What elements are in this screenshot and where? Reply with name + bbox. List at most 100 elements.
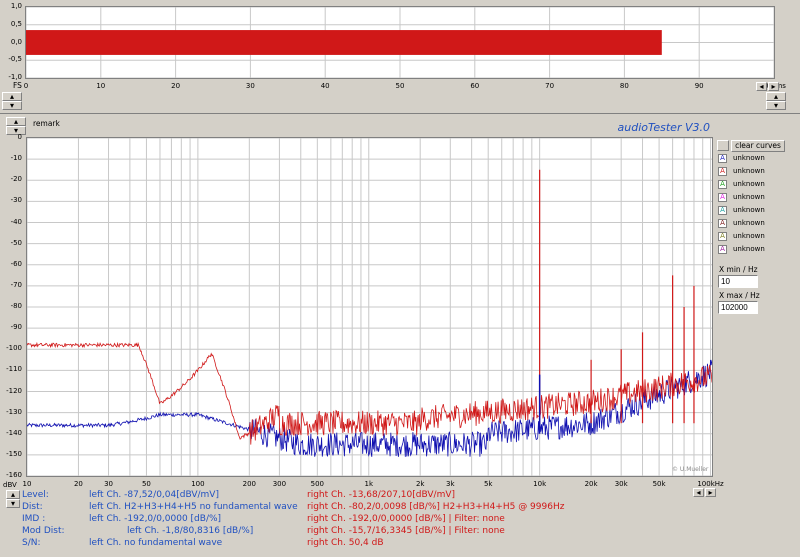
scope-panel: 1,0 0,5 0,0 -0,5 -1,0 FS 0 10 20 30 40 50 60 70 80 90… — [0, 0, 800, 118]
legend-item-label: unknown — [733, 245, 765, 253]
spectrum-y-tick: -30 — [10, 196, 22, 205]
spectrum-y-tick: -90 — [10, 323, 22, 332]
stat-name: S/N: — [22, 538, 41, 548]
right-channel-stat: right Ch. -192,0/0,0000 [dB/%] | Filter:… — [307, 514, 505, 524]
right-channel-stat: right Ch. -80,2/0,0098 [dB/%] H2+H3+H4+H… — [307, 502, 565, 512]
left-channel-stat: left Ch. no fundamental wave — [89, 538, 223, 548]
scope-x-tick: 0 — [23, 82, 29, 90]
spectrum-x-tick: 300 — [272, 480, 287, 488]
scope-x-tick: 10 — [96, 82, 106, 90]
xmax-label: X max / Hz — [719, 291, 760, 300]
legend-swatch-icon[interactable]: A — [718, 193, 727, 202]
spectrum-plot — [27, 138, 712, 476]
spectrum-x-tick: 100 — [191, 480, 205, 488]
spectrum-x-tick: 30k — [614, 480, 628, 488]
spectrum-left-arrow-button[interactable]: ◂ — [693, 488, 704, 497]
remark-down-button[interactable]: ▾ — [6, 126, 26, 135]
clear-curves-button[interactable]: clear curves — [731, 140, 785, 152]
xmax-input[interactable] — [718, 301, 758, 314]
scope-scroll-up-button[interactable]: ▴ — [2, 92, 22, 101]
left-channel-stat: left Ch. -192,0/0,0000 [dB/%] — [89, 514, 222, 524]
spectrum-x-tick: 5k — [483, 480, 493, 488]
legend-item-label: unknown — [733, 193, 765, 201]
right-channel-stat: right Ch. -15,7/16,3345 [dB/%] | Filter:… — [307, 526, 505, 536]
scope-x-tick: 20 — [171, 82, 181, 90]
legend-item-label: unknown — [733, 232, 765, 240]
scope-scroll-down-button[interactable]: ▾ — [2, 101, 22, 110]
spectrum-scroll-up-button[interactable]: ▴ — [6, 490, 20, 499]
spectrum-x-tick: 50 — [141, 480, 151, 488]
spectrum-x-tick: 200 — [242, 480, 256, 488]
legend-swatch-icon[interactable]: A — [718, 206, 727, 215]
stat-name: Mod Dist: — [22, 526, 65, 536]
spectrum-x-tick: 500 — [310, 480, 324, 488]
scope-signal — [26, 30, 662, 55]
spectrum-x-tick: 20k — [584, 480, 598, 488]
spectrum-y-tick: -140 — [6, 428, 22, 437]
spectrum-right-arrow-button[interactable]: ▸ — [705, 488, 716, 497]
spectrum-y-tick: -120 — [6, 386, 22, 395]
scope-y-tick: -1,0 — [8, 73, 22, 81]
scope-x-tick: 50 — [395, 82, 405, 90]
legend-swatch-icon[interactable]: A — [718, 154, 727, 163]
spectrum-y-tick: -60 — [10, 259, 22, 268]
scope-x-tick: 70 — [545, 82, 555, 90]
scope-x-tick: 80 — [619, 82, 629, 90]
legend-item-label: unknown — [733, 154, 765, 162]
spectrum-x-tick: 2k — [415, 480, 425, 488]
spectrum-x-tick: 50k — [652, 480, 666, 488]
left-channel-stat: left Ch. H2+H3+H4+H5 no fundamental wave — [89, 502, 298, 512]
spectrum-scroll-down-button[interactable]: ▾ — [6, 499, 20, 508]
spectrum-y-tick: -20 — [10, 175, 22, 184]
panel-divider — [0, 113, 800, 114]
spectrum-y-tick: -40 — [10, 217, 22, 226]
app-title: audioTester V3.0 — [617, 121, 710, 134]
legend-item-label: unknown — [733, 206, 765, 214]
scope-left-arrow-button[interactable]: ◂ — [756, 82, 767, 91]
right-channel-trace — [27, 341, 712, 445]
legend-color-button[interactable] — [717, 140, 729, 151]
spectrum-x-tick: 3k — [446, 480, 455, 488]
scope-y-tick: 1,0 — [10, 2, 22, 10]
scope-fs-label: FS — [13, 81, 22, 90]
scope-x-tick: 40 — [320, 82, 330, 90]
spectrum-y-tick: -80 — [10, 302, 22, 310]
legend-item-label: unknown — [733, 219, 765, 227]
watermark: © U.Mueller — [672, 466, 709, 473]
scope-x-tick: 60 — [470, 82, 480, 90]
spectrum-y-tick: -70 — [10, 280, 22, 289]
remark-label: remark — [33, 119, 60, 128]
legend-swatch-icon[interactable]: A — [718, 219, 727, 228]
legend-item-label: unknown — [733, 167, 765, 175]
scope-right-arrow-button[interactable]: ▸ — [768, 82, 779, 91]
spectrum-y-tick: -10 — [10, 154, 22, 163]
scope-y-tick: -0,5 — [8, 55, 22, 64]
remark-up-button[interactable]: ▴ — [6, 117, 26, 126]
legend-swatch-icon[interactable]: A — [718, 180, 727, 189]
left-channel-stat: left Ch. -1,8/80,8316 [dB/%] — [127, 526, 254, 536]
spectrum-y-tick: -160 — [6, 471, 22, 479]
legend-swatch-icon[interactable]: A — [718, 167, 727, 176]
left-channel-trace — [27, 359, 712, 458]
scope-plot — [26, 7, 774, 78]
legend-swatch-icon[interactable]: A — [718, 245, 727, 254]
right-channel-stat: right Ch. 50,4 dB — [307, 538, 384, 548]
stat-name: Dist: — [22, 502, 43, 512]
scope-zoom-up-button[interactable]: ▴ — [766, 92, 786, 101]
stat-name: IMD : — [22, 514, 46, 524]
right-channel-stat: right Ch. -13,68/207,10[dBV/mV] — [307, 490, 455, 500]
spectrum-y-unit: dBV — [3, 481, 17, 489]
xmin-input[interactable] — [718, 275, 758, 288]
legend-swatch-icon[interactable]: A — [718, 232, 727, 241]
spectrum-y-tick: 0 — [17, 133, 22, 141]
spectrum-y-tick: -130 — [6, 407, 22, 416]
scope-zoom-down-button[interactable]: ▾ — [766, 101, 786, 110]
